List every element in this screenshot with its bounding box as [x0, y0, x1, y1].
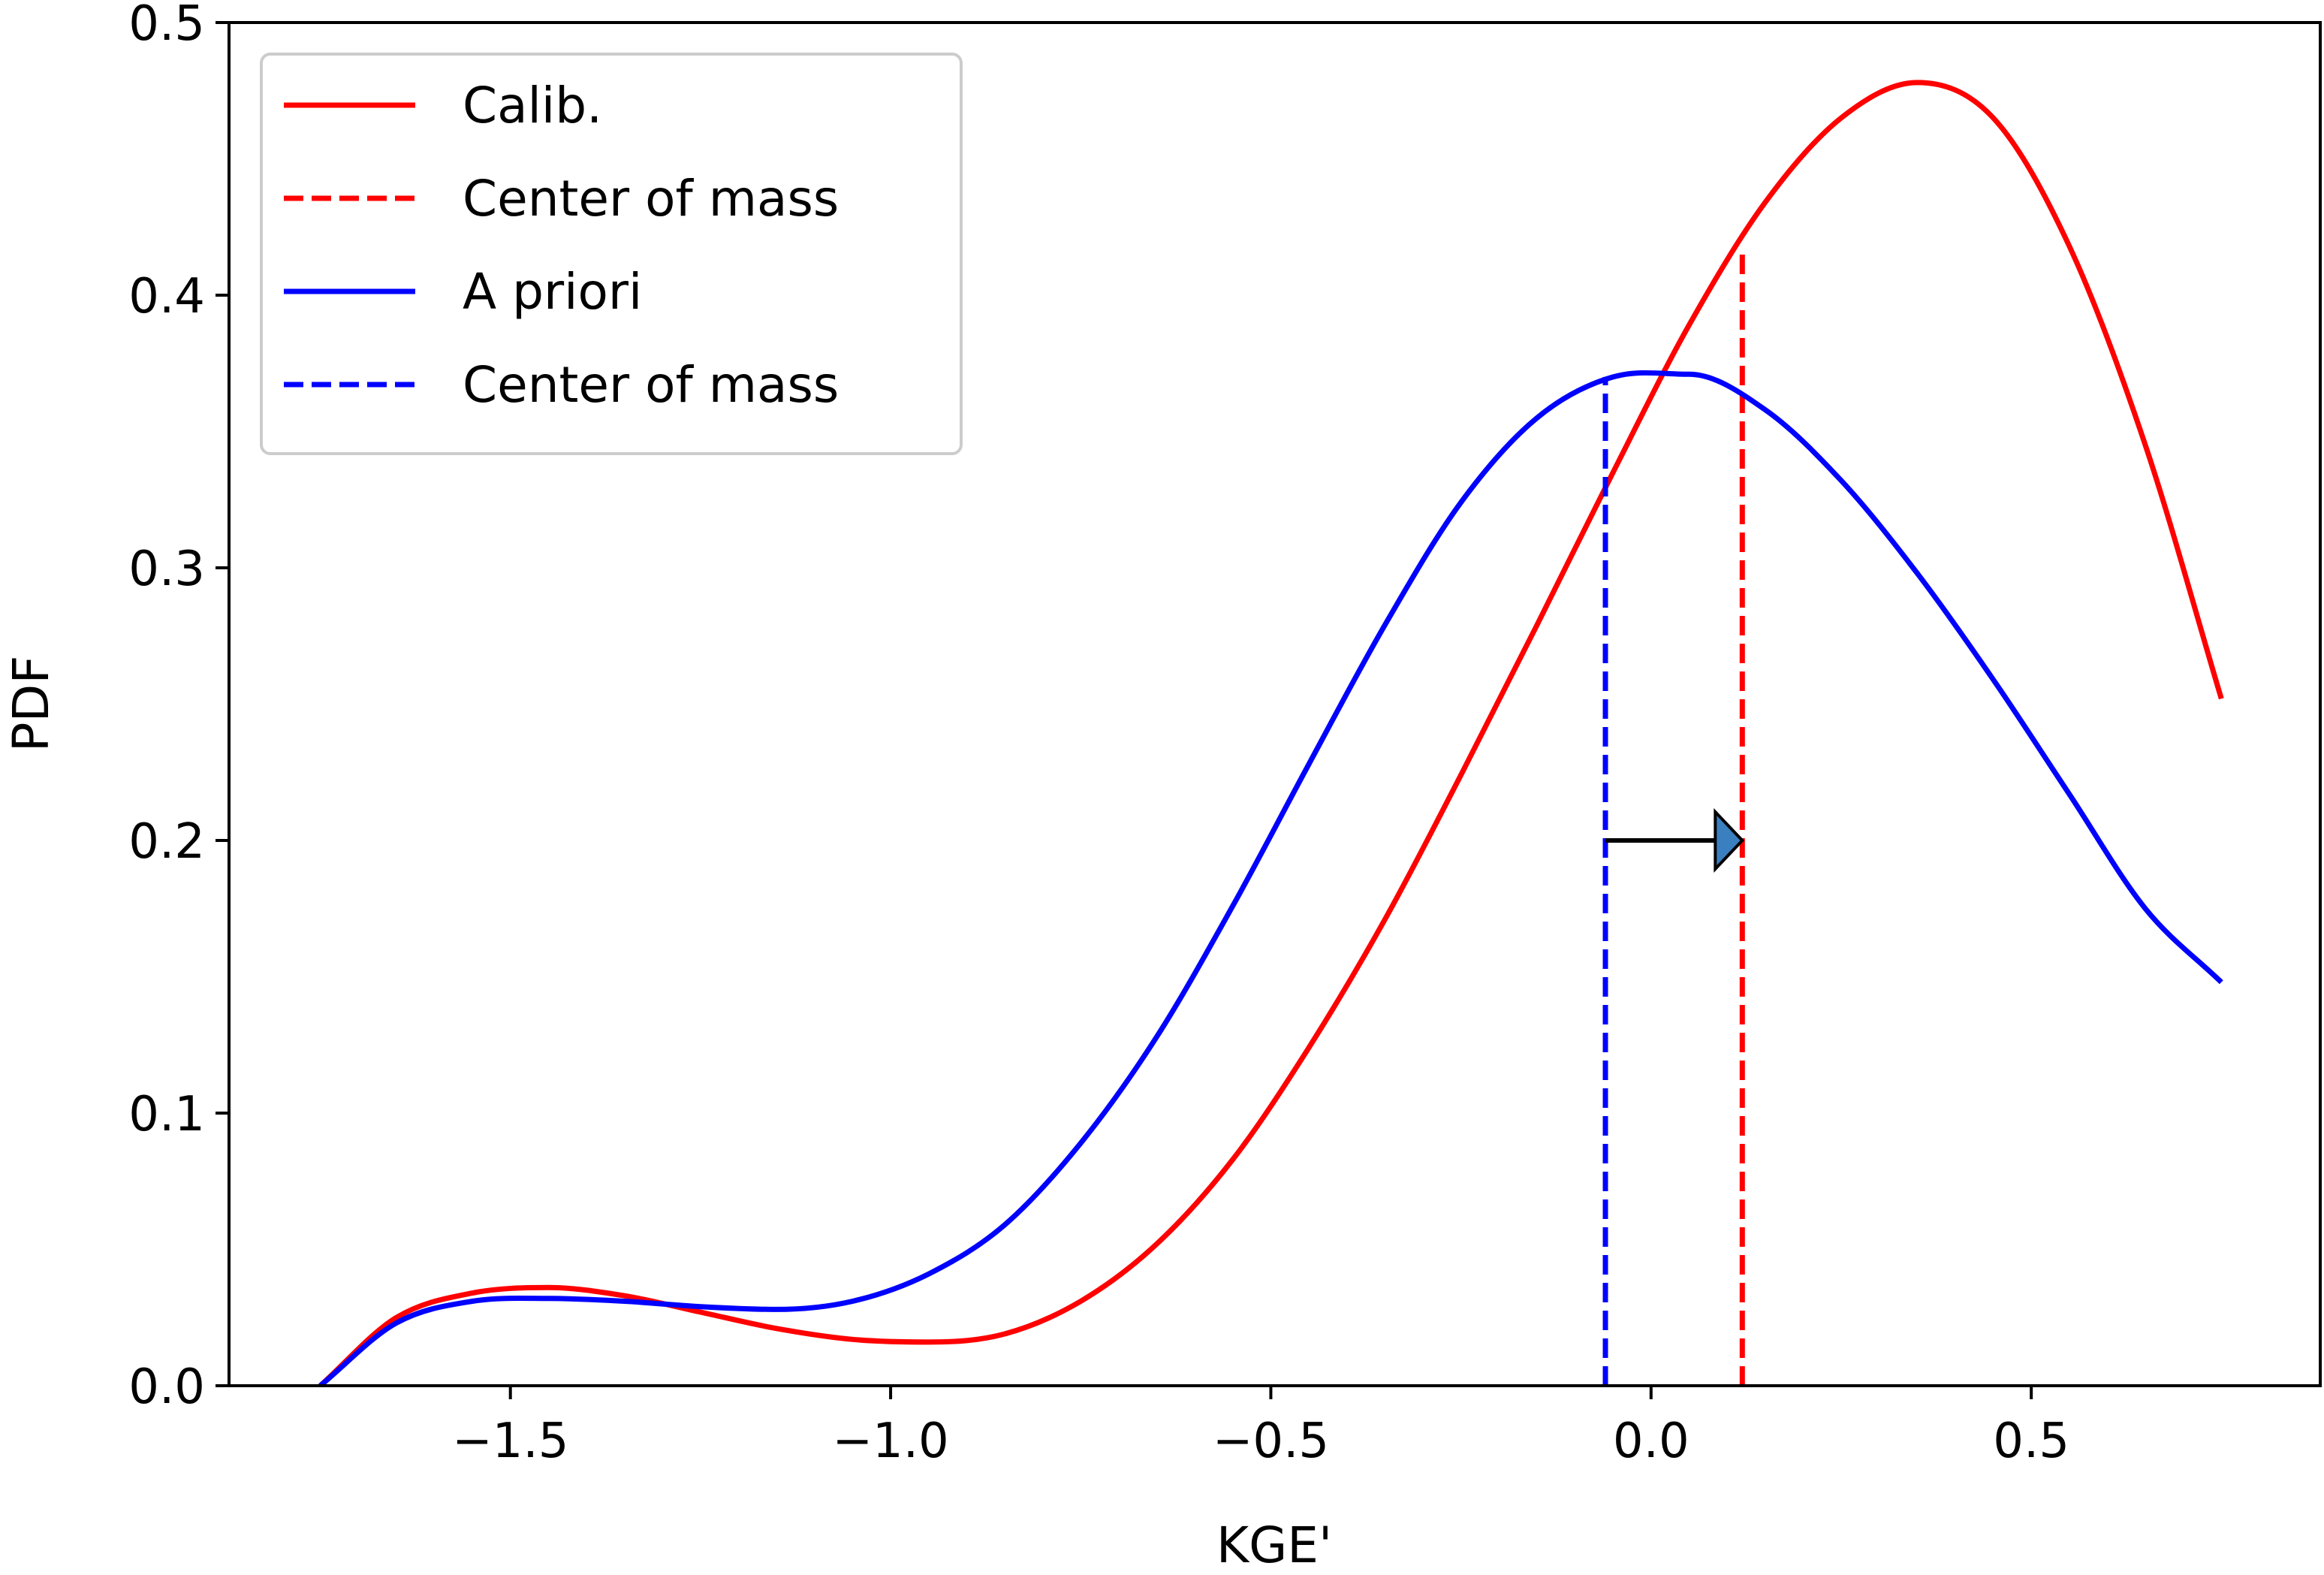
x-tick-label: 0.5 [1993, 1414, 2069, 1469]
plot-area-frame [228, 21, 2322, 1387]
x-axis-label: KGE' [1216, 1516, 1332, 1574]
y-axis-label: PDF [2, 656, 60, 753]
legend-label: Calib. [463, 77, 602, 134]
legend-box [260, 53, 963, 455]
y-tick-label: 0.2 [128, 814, 205, 870]
legend: Calib. Center of mass A priori Center of ma… [260, 53, 963, 455]
shift-arrow-head [1714, 807, 1745, 873]
x-tick-label: −0.5 [1213, 1414, 1329, 1469]
x-tick-label: 0.0 [1613, 1414, 1689, 1469]
y-tick-label: 0.4 [128, 269, 205, 324]
legend-label: Center of mass [463, 356, 839, 414]
y-tick-label: 0.3 [128, 542, 205, 597]
legend-label: Center of mass [463, 170, 839, 228]
series-line-calib-solid-0 [318, 80, 2224, 1386]
y-tick-label: 0.5 [128, 0, 205, 52]
x-tick-label: −1.5 [452, 1414, 568, 1469]
y-tick-label: 0.0 [128, 1359, 205, 1415]
x-tick-label: −1.0 [832, 1414, 948, 1469]
y-tick-label: 0.1 [128, 1087, 205, 1142]
legend-label: A priori [463, 263, 642, 321]
series-line-a-priori-solid-2 [318, 370, 2223, 1386]
